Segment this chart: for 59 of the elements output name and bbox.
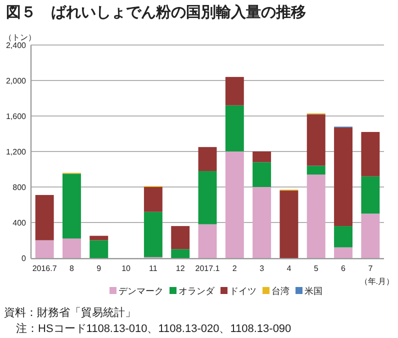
bar [144,212,162,258]
legend-label: 米国 [304,286,322,296]
bar [306,174,326,258]
x-tick-label: 5 [314,264,319,273]
text: 注：HSコード1108.13-010、1108.13-020、1108.13-090 [16,322,292,335]
x-tick-label: 9 [96,264,102,273]
bar [90,240,108,258]
x-axis-title: （年.月） [360,277,394,286]
y-tick-label: 2,000 [6,76,27,86]
y-tick-label: 0 [22,254,27,263]
x-tick-label: 11 [149,264,158,273]
bar [90,236,108,240]
legend-label: オランダ [178,286,216,296]
bar [334,247,352,258]
bar [171,249,190,258]
bar [198,147,217,172]
bar [62,238,81,258]
bar [361,176,380,214]
bar [35,194,54,240]
y-tick-label: 2,400 [6,41,27,50]
bar [144,187,162,212]
title: 図５ ばれいしょでん粉の国別輸入量の推移 [6,4,306,21]
bar [198,171,217,224]
bar [334,128,352,226]
bar [361,132,380,176]
bar [252,162,272,187]
x-tick-label: 8 [70,264,75,273]
bar [225,76,244,106]
bar [171,226,190,250]
legend-label: ドイツ [230,286,256,296]
x-tick-label: 7 [368,264,374,273]
x-tick-label: 2017.1 [195,264,220,273]
x-tick-label: 10 [122,264,132,273]
y-tick-label: 1,200 [6,148,27,156]
bar [306,166,326,175]
x-tick-label: 2 [232,264,238,273]
x-tick-label: 2016.7 [32,264,58,273]
x-tick-label: 12 [176,264,186,273]
bar [225,105,244,152]
y-tick-label: 400 [12,218,27,228]
x-tick-label: 6 [341,264,346,273]
y-tick-label: 800 [12,183,27,192]
bar [252,152,272,162]
x-tick-label: 3 [260,264,265,273]
bar [334,226,352,248]
legend-label: デンマーク [118,286,164,296]
bar [280,190,298,258]
x-tick-label: 4 [286,264,292,273]
bar [361,214,380,258]
bar [225,152,244,258]
bar [252,187,272,258]
text: 資料：財務省「貿易統計」 [4,306,136,319]
legend-label: 台湾 [272,286,290,296]
bar [35,240,54,258]
y-axis-title: （トン） [4,33,36,42]
bar [306,114,326,166]
bar [62,174,81,238]
bar [198,224,217,258]
y-tick-label: 1,600 [6,112,27,121]
